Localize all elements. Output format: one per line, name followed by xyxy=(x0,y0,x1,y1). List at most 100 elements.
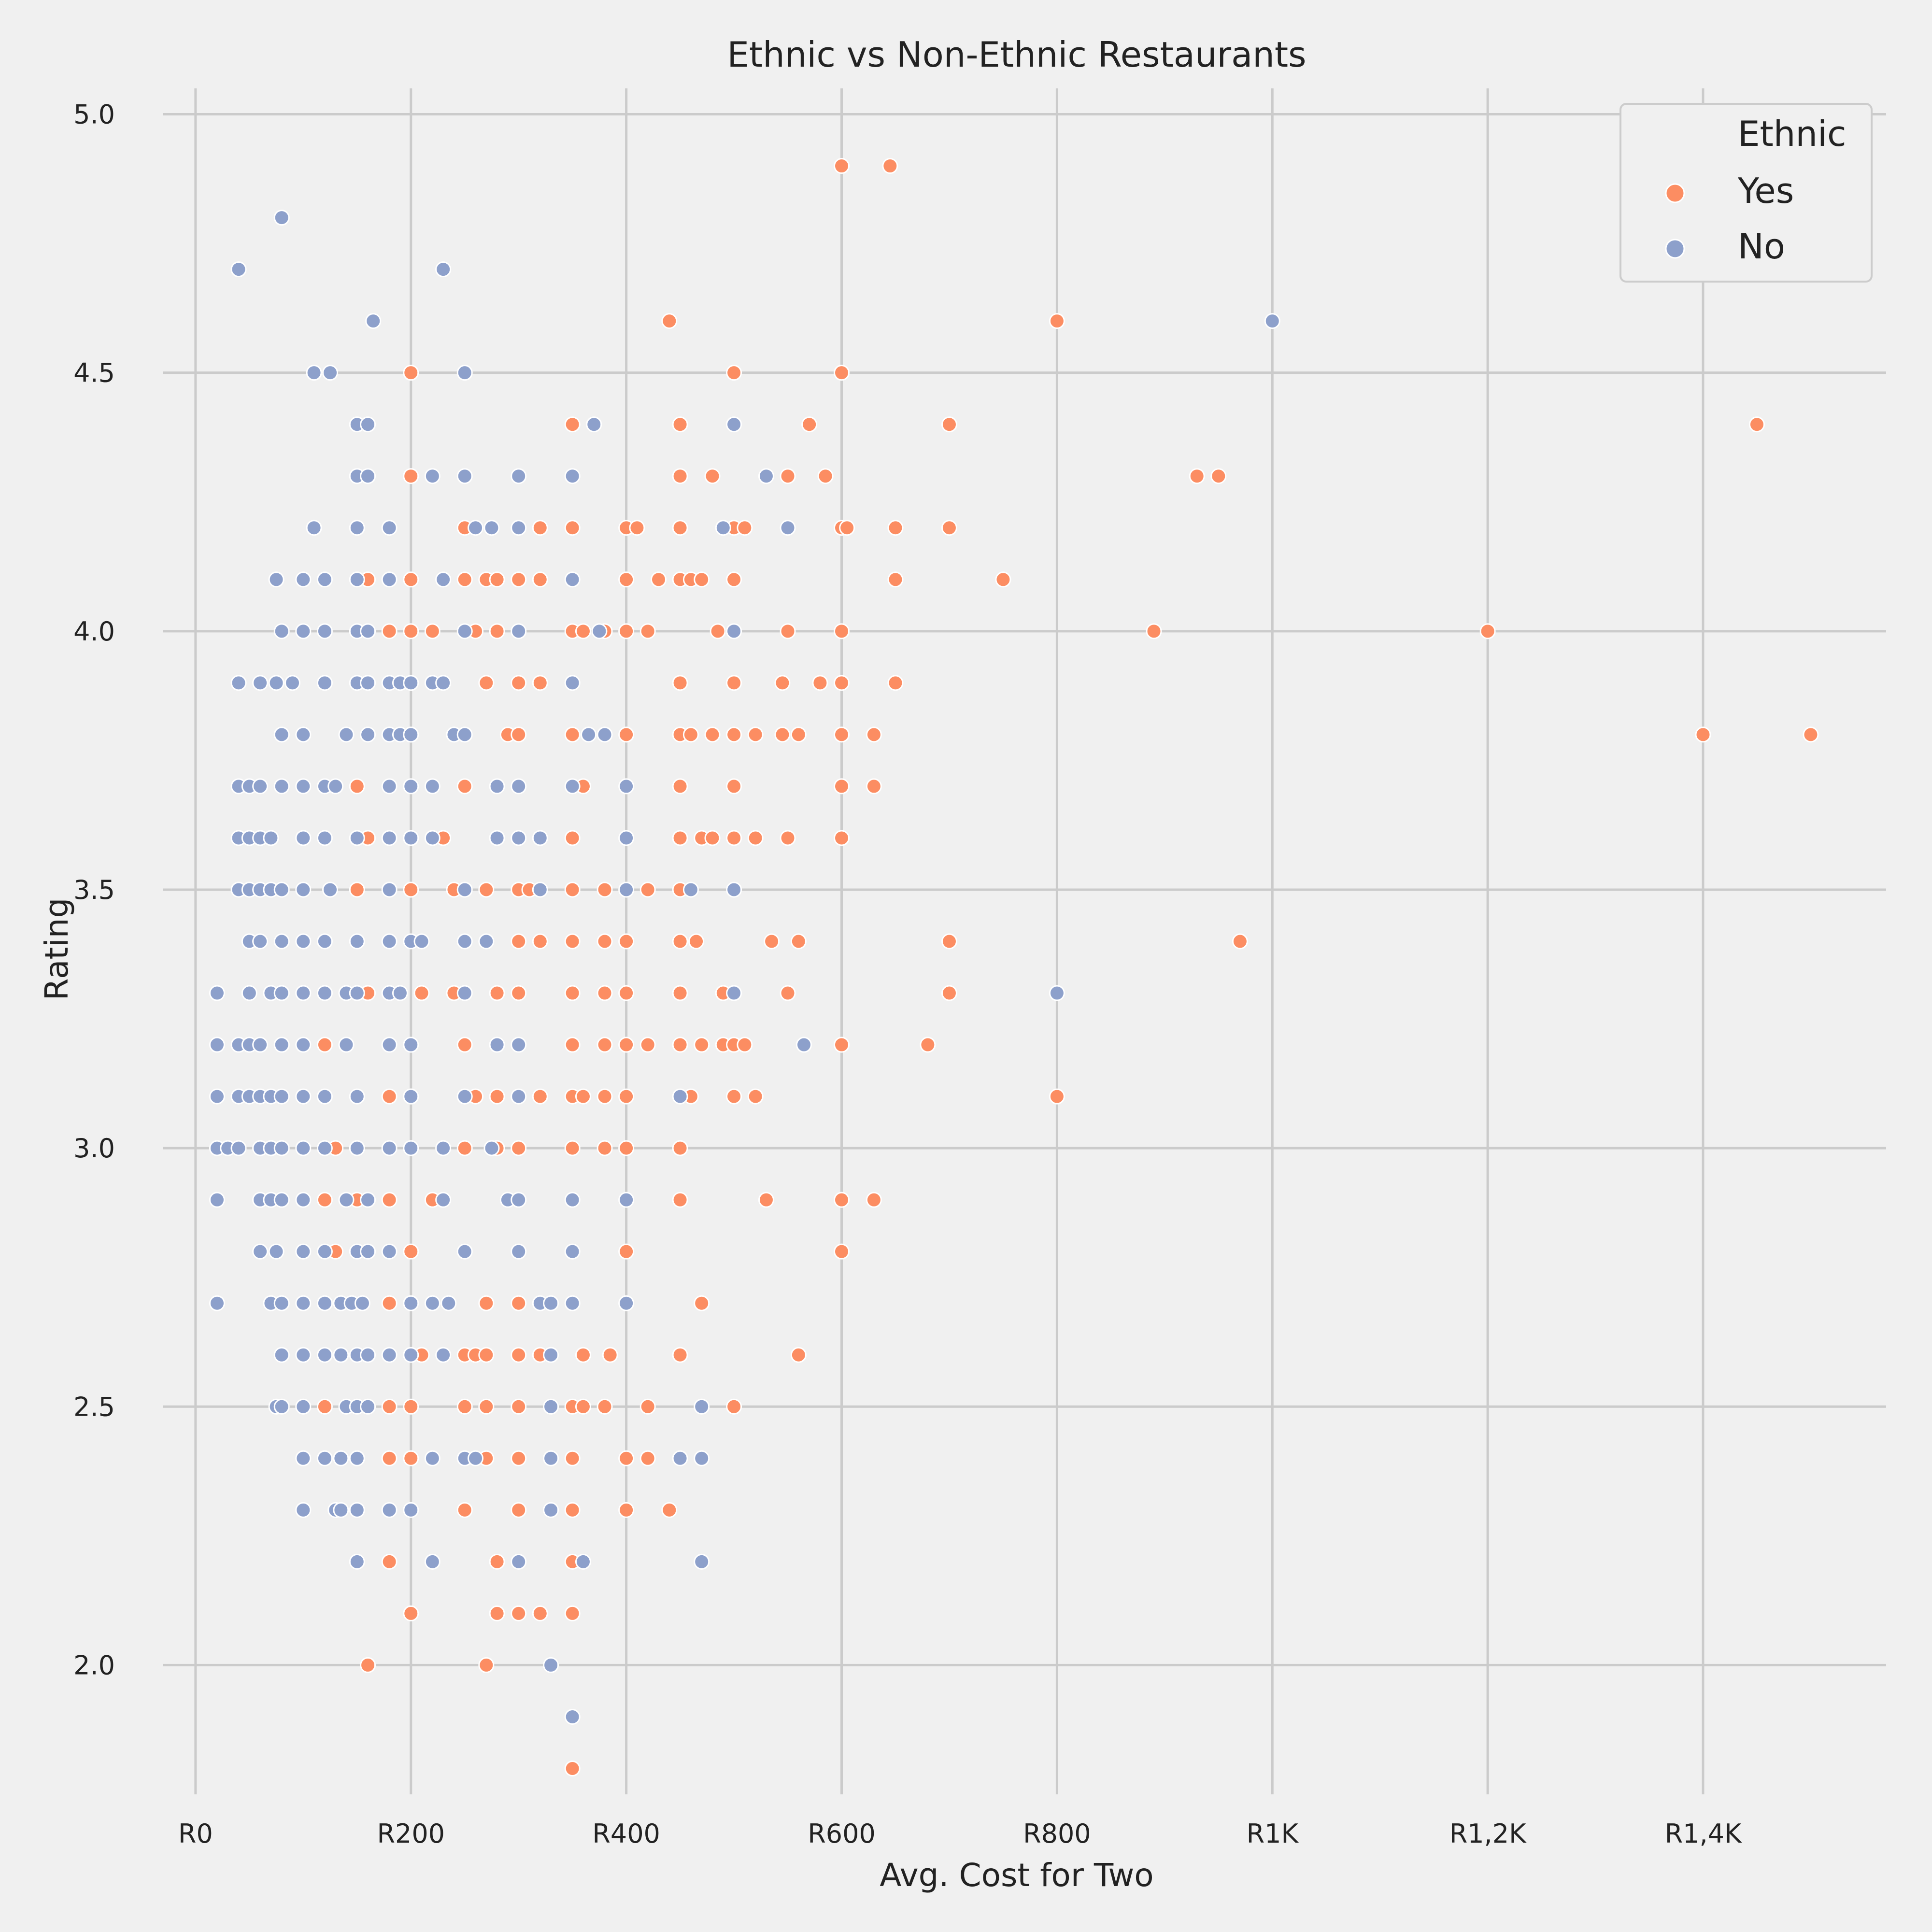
data-point xyxy=(468,1450,484,1466)
data-point xyxy=(322,365,339,381)
data-point xyxy=(834,1243,850,1260)
data-point xyxy=(726,778,742,795)
data-point xyxy=(597,933,613,950)
data-point xyxy=(834,158,850,174)
data-point xyxy=(424,1553,440,1570)
data-point xyxy=(726,416,742,433)
data-point xyxy=(338,1192,355,1208)
data-point xyxy=(316,1347,333,1363)
data-point xyxy=(511,830,527,846)
data-point xyxy=(456,985,473,1001)
data-point xyxy=(295,571,312,588)
data-point xyxy=(327,778,344,795)
data-point xyxy=(618,985,635,1001)
y-tick-label: 3.5 xyxy=(73,875,115,905)
data-point xyxy=(295,1037,312,1053)
data-point xyxy=(532,675,548,691)
data-point xyxy=(511,623,527,639)
data-point xyxy=(403,571,419,588)
data-point xyxy=(435,261,452,278)
data-point xyxy=(316,1088,333,1105)
x-tick-label: R400 xyxy=(592,1818,660,1849)
data-point xyxy=(564,1760,581,1776)
data-point xyxy=(511,1502,527,1518)
data-point xyxy=(941,520,957,536)
data-point xyxy=(920,1037,936,1053)
data-point xyxy=(295,1140,312,1156)
data-point xyxy=(575,1398,591,1415)
data-point xyxy=(456,881,473,898)
data-point xyxy=(273,985,290,1001)
data-point xyxy=(273,726,290,743)
data-point xyxy=(284,675,301,691)
data-point xyxy=(511,1140,527,1156)
data-point xyxy=(456,571,473,588)
data-point xyxy=(403,1088,419,1105)
data-point xyxy=(511,468,527,484)
data-point xyxy=(252,778,269,795)
data-point xyxy=(747,1088,764,1105)
data-point xyxy=(403,623,419,639)
data-point xyxy=(764,933,780,950)
data-point xyxy=(381,1398,398,1415)
data-point xyxy=(564,1295,581,1311)
data-point xyxy=(456,933,473,950)
data-point xyxy=(478,881,495,898)
data-point xyxy=(263,830,279,846)
data-point xyxy=(295,1243,312,1260)
data-point xyxy=(618,933,635,950)
data-point xyxy=(381,1140,398,1156)
data-point xyxy=(316,830,333,846)
data-point xyxy=(381,571,398,588)
data-point xyxy=(694,1398,710,1415)
data-point xyxy=(295,1088,312,1105)
data-point xyxy=(478,1398,495,1415)
data-point xyxy=(349,933,365,950)
data-point xyxy=(834,1037,850,1053)
data-point xyxy=(694,1037,710,1053)
data-point xyxy=(564,933,581,950)
data-point xyxy=(694,1295,710,1311)
legend-label-yes: Yes xyxy=(1737,170,1794,211)
data-point xyxy=(532,1605,548,1621)
data-point xyxy=(489,1037,505,1053)
data-point xyxy=(618,1502,635,1518)
data-point xyxy=(349,1088,365,1105)
data-point xyxy=(381,1295,398,1311)
data-point xyxy=(511,1037,527,1053)
data-point xyxy=(1210,468,1227,484)
data-point xyxy=(726,830,742,846)
data-point xyxy=(435,1347,452,1363)
data-point xyxy=(316,675,333,691)
data-point xyxy=(543,1657,559,1673)
data-point xyxy=(543,1398,559,1415)
data-point xyxy=(758,1192,774,1208)
data-point xyxy=(597,1088,613,1105)
data-point xyxy=(483,520,500,536)
data-point xyxy=(597,985,613,1001)
data-point xyxy=(834,623,850,639)
data-point xyxy=(349,778,365,795)
data-point xyxy=(403,1037,419,1053)
data-point xyxy=(209,1192,225,1208)
data-point xyxy=(618,623,635,639)
data-point xyxy=(597,726,613,743)
data-point xyxy=(618,726,635,743)
data-point xyxy=(403,1605,419,1621)
data-point xyxy=(618,571,635,588)
data-point xyxy=(489,1088,505,1105)
data-point xyxy=(704,830,721,846)
data-point xyxy=(295,1398,312,1415)
data-point xyxy=(639,881,656,898)
data-point xyxy=(424,468,440,484)
data-point xyxy=(349,1140,365,1156)
data-point xyxy=(726,675,742,691)
data-point xyxy=(672,1450,688,1466)
data-point xyxy=(564,1243,581,1260)
data-point xyxy=(468,520,484,536)
y-tick-label: 4.5 xyxy=(73,358,115,388)
data-point xyxy=(532,571,548,588)
data-point xyxy=(316,1037,333,1053)
data-point xyxy=(834,778,850,795)
y-tick-label: 3.0 xyxy=(73,1133,115,1164)
